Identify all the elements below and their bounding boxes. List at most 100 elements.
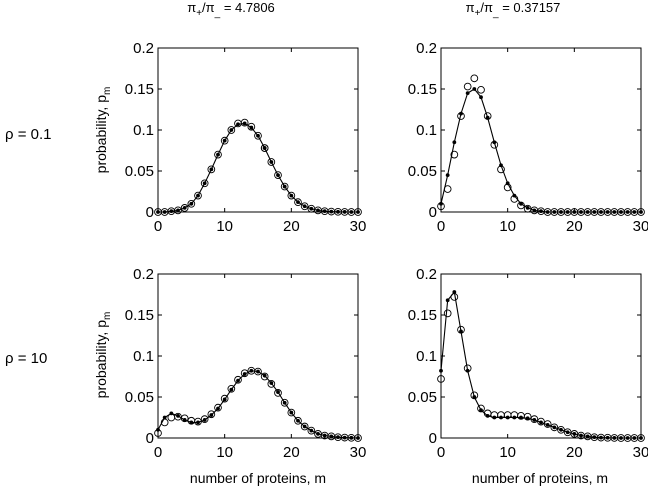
simulation-point bbox=[470, 74, 479, 83]
model-point bbox=[539, 420, 543, 425]
simulation-point bbox=[543, 420, 552, 428]
y-tick-label: 0 bbox=[146, 430, 154, 447]
y-tick-label: 0.1 bbox=[416, 122, 437, 139]
simulation-point bbox=[154, 429, 162, 437]
simulation-point bbox=[477, 85, 485, 94]
model-point bbox=[592, 210, 597, 214]
y-tick-label: 0 bbox=[146, 204, 154, 221]
simulation-point bbox=[437, 375, 445, 383]
model-point bbox=[452, 290, 457, 294]
simulation-point bbox=[254, 131, 262, 140]
model-point bbox=[229, 128, 234, 132]
y-tick-label: 0.1 bbox=[133, 348, 154, 365]
model-point bbox=[579, 210, 583, 214]
model-point bbox=[302, 204, 307, 209]
model-point bbox=[639, 436, 643, 440]
simulation-point bbox=[300, 422, 309, 431]
model-point bbox=[639, 210, 643, 214]
model-point bbox=[605, 435, 610, 440]
simulation-point bbox=[443, 309, 452, 318]
y-tick-label: 0.05 bbox=[125, 163, 154, 180]
model-point bbox=[625, 436, 630, 440]
model-point bbox=[599, 210, 603, 214]
simulation-point bbox=[200, 415, 209, 423]
simulation-point bbox=[354, 208, 362, 216]
simulation-point bbox=[557, 425, 565, 434]
x-tick-label: 20 bbox=[283, 444, 300, 461]
column-title-left: π+/π_ = 4.7806 bbox=[187, 0, 275, 19]
model-point bbox=[599, 435, 603, 440]
model-point bbox=[632, 436, 637, 440]
simulation-point bbox=[637, 208, 645, 216]
model-point bbox=[282, 184, 287, 189]
model-point bbox=[565, 210, 570, 214]
x-tick-label: 30 bbox=[633, 218, 648, 235]
x-tick-label: 10 bbox=[216, 218, 233, 235]
simulation-point bbox=[247, 122, 256, 131]
model-point bbox=[525, 416, 530, 421]
model-point bbox=[349, 210, 354, 214]
simulation-point bbox=[187, 199, 196, 208]
x-tick-label: 0 bbox=[437, 218, 445, 235]
model-point bbox=[342, 435, 347, 440]
x-tick-label: 0 bbox=[154, 218, 162, 235]
model-point bbox=[459, 329, 463, 334]
x-tick-label: 20 bbox=[283, 218, 300, 235]
simulation-point bbox=[490, 140, 499, 149]
model-point bbox=[156, 210, 160, 214]
model-point bbox=[202, 181, 207, 186]
simulation-point bbox=[457, 112, 465, 120]
y-tick-label: 0.15 bbox=[125, 307, 154, 324]
model-point bbox=[465, 91, 470, 95]
simulation-point bbox=[537, 417, 545, 426]
model-point bbox=[632, 210, 637, 214]
x-tick-label: 0 bbox=[154, 444, 162, 461]
model-point bbox=[276, 173, 280, 178]
simulation-point bbox=[294, 416, 302, 425]
model-point bbox=[532, 208, 537, 213]
model-point bbox=[452, 140, 457, 145]
simulation-point bbox=[307, 426, 316, 435]
model-point bbox=[612, 436, 617, 440]
model-point bbox=[169, 209, 174, 214]
model-line bbox=[440, 290, 641, 439]
simulation-point bbox=[214, 150, 222, 159]
simulation-point bbox=[267, 158, 276, 166]
simulation-point bbox=[200, 179, 209, 188]
simulation-point bbox=[254, 367, 262, 376]
y-tick-label: 0.15 bbox=[408, 81, 437, 98]
model-point bbox=[269, 160, 274, 164]
model-point bbox=[329, 434, 334, 439]
model-point bbox=[525, 206, 530, 210]
model-point bbox=[619, 436, 623, 440]
model-point bbox=[519, 201, 523, 206]
model-point bbox=[216, 406, 220, 411]
model-point bbox=[585, 434, 590, 439]
x-axis-label-left: number of proteins, m bbox=[190, 470, 326, 486]
model-point bbox=[182, 206, 187, 210]
model-point bbox=[532, 418, 537, 422]
simulation-point bbox=[180, 414, 189, 423]
model-point bbox=[322, 433, 327, 438]
model-point bbox=[209, 167, 214, 172]
model-point bbox=[316, 208, 320, 213]
model-point bbox=[236, 378, 240, 383]
model-point bbox=[262, 373, 267, 378]
model-point bbox=[322, 209, 327, 214]
simulation-point bbox=[477, 404, 485, 413]
model-point bbox=[196, 193, 200, 198]
simulation-point bbox=[457, 325, 465, 334]
model-point bbox=[236, 122, 240, 127]
model-point bbox=[559, 427, 563, 432]
model-point bbox=[196, 420, 200, 425]
model-point bbox=[282, 400, 287, 405]
model-point bbox=[545, 210, 550, 214]
model-point bbox=[222, 397, 227, 402]
model-point bbox=[202, 418, 207, 422]
model-point bbox=[559, 210, 563, 214]
plot-frame bbox=[157, 47, 359, 213]
simulation-point bbox=[450, 150, 459, 159]
model-point bbox=[256, 133, 260, 138]
simulation-point bbox=[503, 183, 512, 192]
y-tick-label: 0 bbox=[429, 430, 437, 447]
